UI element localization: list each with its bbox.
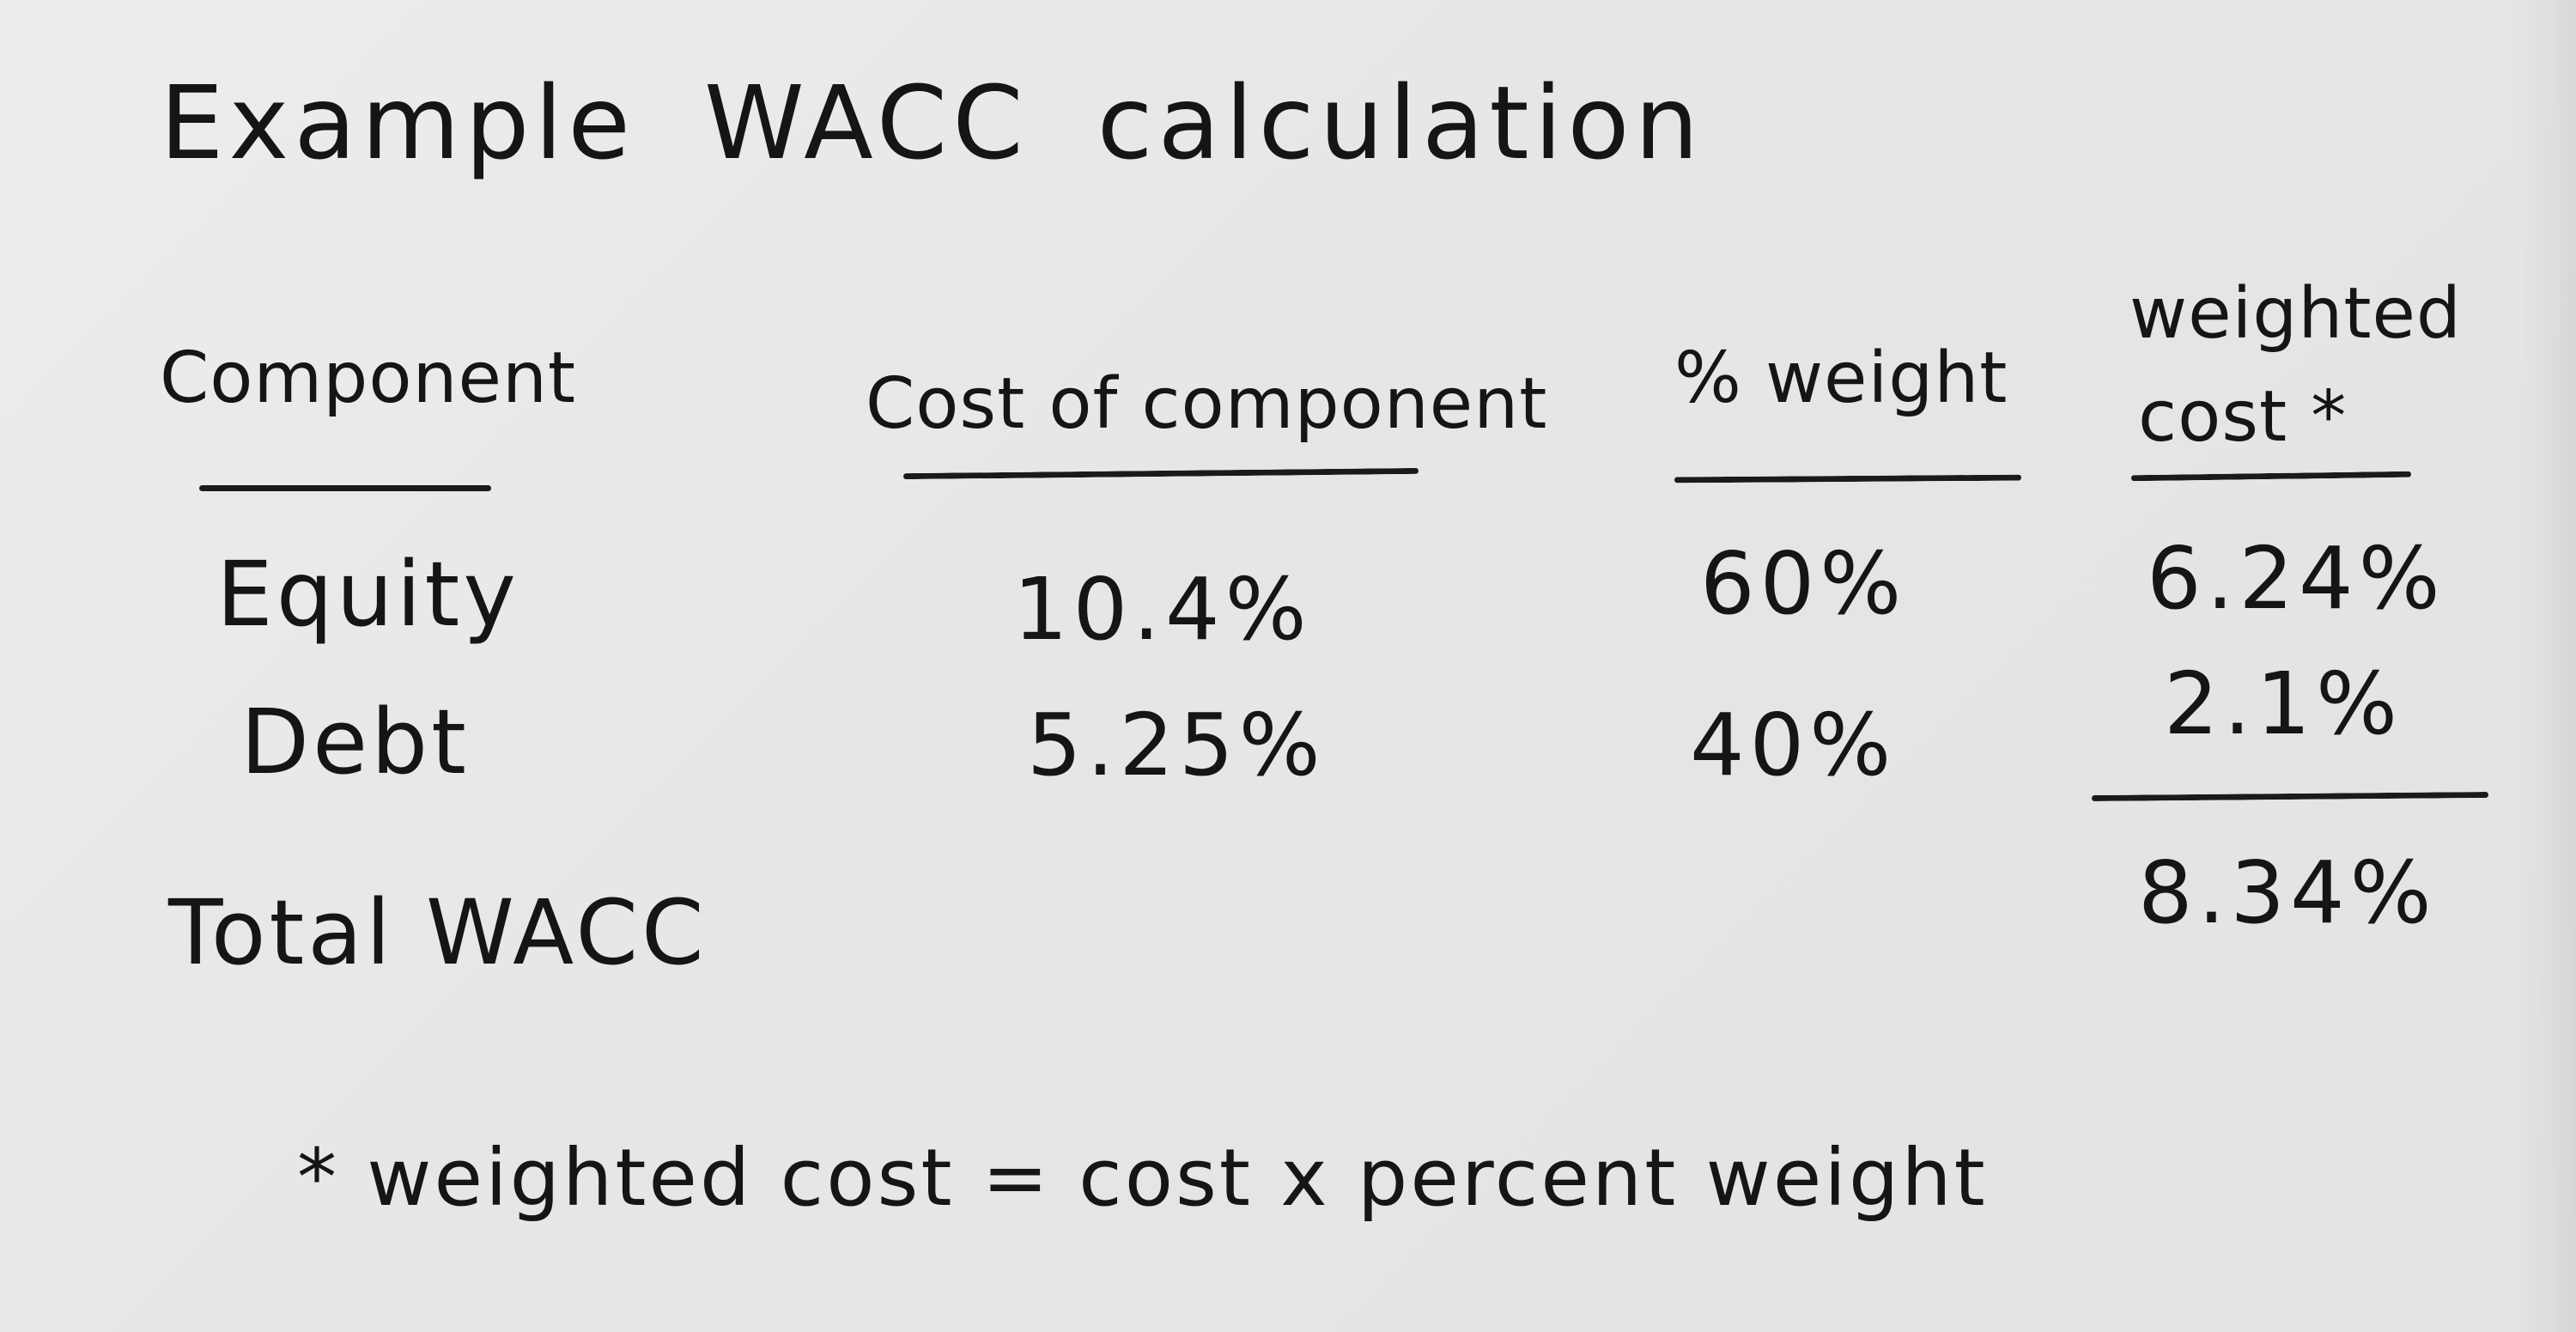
cell-equity-cost: 10.4% (1013, 559, 1312, 660)
header-underline-component (199, 485, 491, 491)
cell-debt-weighted-cost: 2.1% (2164, 654, 2403, 754)
cell-total-wacc: 8.34% (2138, 842, 2437, 943)
column-header-weight: % weight (1674, 338, 2008, 419)
column-header-weighted-cost-line2: cost * (2138, 376, 2348, 458)
row-label-equity: Equity (216, 542, 519, 647)
title-word-2: WACC (703, 64, 1029, 182)
footnote: * weighted cost = cost x percent weight (297, 1132, 1988, 1224)
row-label-debt: Debt (240, 690, 470, 794)
header-underline-cost (902, 467, 1419, 480)
page-title: Example WACC calculation (160, 72, 1704, 173)
cell-debt-weight: 40% (1690, 695, 1897, 795)
header-underline-weighted-cost (2130, 471, 2412, 482)
cell-debt-cost: 5.25% (1027, 695, 1326, 795)
column-header-cost: Cost of component (866, 363, 1548, 445)
header-underline-weight (1674, 474, 2022, 484)
title-word-3: calculation (1097, 64, 1704, 182)
cell-equity-weighted-cost: 6.24% (2147, 528, 2445, 629)
sum-line (2091, 791, 2489, 802)
column-header-component: Component (160, 338, 577, 419)
column-header-weighted-cost-line1: weighted (2129, 273, 2462, 355)
cell-equity-weight: 60% (1700, 533, 1907, 634)
title-word-1: Example (160, 64, 635, 182)
row-label-total-wacc: Total WACC (168, 880, 708, 985)
